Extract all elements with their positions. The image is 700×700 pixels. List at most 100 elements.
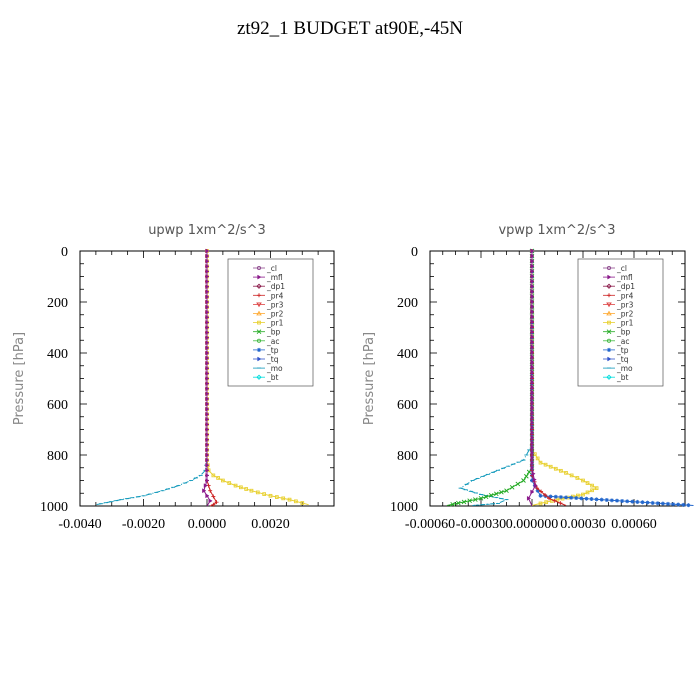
series-point-tp	[548, 494, 553, 499]
y-tick-label: 0	[411, 245, 418, 260]
series-point-mfl	[205, 330, 210, 336]
legend-marker	[256, 283, 262, 289]
legend-entry-label: _mo	[266, 364, 283, 373]
series-point-pr1	[544, 500, 549, 505]
series-point-bp	[473, 497, 478, 502]
legend-entry-label: _bp	[616, 328, 631, 337]
series-point-tp	[558, 495, 563, 500]
x-tick-label: 0.00030	[560, 517, 606, 532]
legend-entry-label: _tp	[266, 346, 279, 355]
series-point-tp	[660, 501, 665, 506]
legend-entry-label: _pr1	[266, 319, 284, 328]
legend-entry-label: _pr1	[616, 319, 634, 328]
series-line-mo	[459, 251, 533, 506]
series-point-pr1	[569, 473, 574, 478]
legend-marker	[256, 374, 262, 380]
series-point-mfl	[205, 386, 210, 392]
series-point-mfl	[205, 284, 210, 290]
series-point-mfl	[530, 314, 535, 319]
series-point-mfl	[205, 467, 210, 473]
series-point-pr1	[216, 476, 220, 480]
series-point-mfl	[530, 319, 535, 325]
series-point-mfl	[205, 472, 210, 478]
legend-marker	[256, 329, 262, 335]
chart-title-1: upwp 1xm^2/s^3	[148, 223, 266, 238]
chart-panel-1: upwp 1xm^2/s^3 Pressure [hPa] 0 200 400 600 80…	[12, 223, 335, 532]
legend-marker	[606, 374, 612, 380]
y-tick-label: 1000	[40, 500, 68, 515]
series-point-mfl	[530, 465, 535, 471]
series-point-mfl	[530, 419, 535, 425]
y-tick-label: 400	[397, 347, 418, 362]
series-point-mfl	[532, 477, 537, 483]
series-point-mfl	[205, 457, 210, 463]
series-point-pr4	[558, 501, 563, 506]
series-point-pr1	[275, 495, 279, 499]
series-point-bp	[488, 492, 494, 498]
legend-marker	[257, 347, 261, 352]
series-point-pr1	[255, 490, 260, 495]
series-point-mfl	[205, 304, 210, 310]
legend-marker	[606, 310, 612, 316]
series-point-mfl	[530, 304, 535, 309]
legend-entry-label: _cl	[266, 264, 277, 273]
series-point-tp	[599, 497, 604, 502]
series-point-mfl	[205, 427, 210, 432]
series-point-bp	[493, 491, 499, 497]
y-tick-label: 600	[397, 398, 418, 413]
series-point-mfl	[205, 253, 210, 259]
series-point-pr1	[227, 481, 232, 485]
series-point-pr1	[585, 490, 590, 495]
series-point-mfl	[205, 391, 210, 397]
series-point-mfl	[205, 406, 210, 412]
series-point-pr4	[543, 492, 548, 497]
series-point-mfl	[203, 483, 208, 489]
series-point-mfl	[205, 478, 210, 483]
series-point-mfl	[530, 389, 535, 395]
series-point-pr4	[211, 502, 216, 507]
series-point-mfl	[530, 339, 535, 345]
series-point-tp	[650, 500, 655, 505]
series-point-mfl	[530, 278, 535, 284]
series-point-bp	[515, 481, 521, 487]
series-point-mfl	[530, 384, 535, 390]
series-point-mfl	[530, 379, 535, 385]
series-point-pr1	[581, 478, 585, 483]
series-point-pr1	[249, 488, 254, 493]
legend-marker	[606, 338, 612, 343]
series-point-mfl	[531, 471, 536, 477]
series-point-bp	[524, 473, 529, 479]
series-point-pr1	[543, 462, 548, 467]
series-point-pr1	[281, 496, 286, 501]
series-point-mfl	[205, 416, 210, 422]
y-tick-label: 0	[61, 245, 68, 260]
series-point-pr4	[547, 496, 551, 501]
series-point-mfl	[530, 424, 535, 430]
series-point-tp	[615, 498, 619, 503]
series-point-pr4	[539, 489, 544, 494]
series-point-tp	[543, 494, 548, 499]
legend-entry-label: _mfl	[266, 273, 283, 282]
series-point-mfl	[530, 253, 535, 259]
series-point-mfl	[530, 450, 535, 456]
series-point-mfl	[530, 354, 535, 360]
series-point-tp	[564, 495, 568, 500]
series-point-bp	[521, 478, 526, 483]
legend-marker	[606, 329, 612, 335]
y-tick-label: 200	[47, 296, 68, 311]
series-point-pr1	[268, 493, 273, 498]
y-tick-label: 800	[47, 449, 68, 464]
y-tick-label: 600	[47, 398, 68, 413]
series-point-mfl	[205, 345, 210, 351]
series-point-mfl	[205, 279, 210, 285]
series-point-pr1	[294, 499, 298, 504]
series-point-mfl	[530, 374, 535, 380]
series-point-mfl	[533, 483, 538, 489]
series-point-mfl	[202, 488, 207, 494]
series-point-mfl	[205, 360, 210, 366]
series-point-bp	[456, 500, 461, 506]
legend-entry-label: _pr4	[266, 291, 284, 300]
legend-entry-label: _mfl	[616, 273, 633, 282]
series-point-pr1	[555, 497, 560, 502]
